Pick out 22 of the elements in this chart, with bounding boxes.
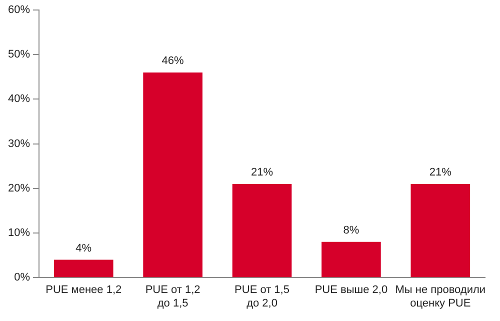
- x-tick-label: PUE от 1,5 до 2,0: [234, 284, 290, 310]
- x-tick-label: PUE от 1,2 до 1,5: [145, 284, 200, 310]
- bar: [322, 242, 381, 278]
- x-tick-label: PUE выше 2,0: [314, 284, 388, 296]
- y-tick-label: 60%: [8, 4, 30, 16]
- data-label: 4%: [76, 242, 92, 254]
- y-tick-label: 0%: [14, 272, 30, 284]
- bar: [143, 72, 202, 278]
- y-tick-label: 20%: [8, 182, 30, 194]
- bar: [54, 260, 114, 278]
- bar: [232, 184, 292, 278]
- y-tick-label: 40%: [8, 93, 30, 106]
- x-tick-label: PUE менее 1,2: [46, 284, 122, 296]
- data-label: 8%: [343, 224, 360, 236]
- y-tick-label: 50%: [8, 48, 30, 61]
- data-label: 21%: [429, 166, 452, 178]
- bar: [410, 184, 470, 278]
- x-tick-label: Мы не проводили оценку PUE: [395, 284, 486, 310]
- data-label: 46%: [162, 54, 184, 67]
- y-tick-label: 10%: [8, 227, 30, 240]
- data-label: 21%: [250, 166, 274, 178]
- y-tick-label: 30%: [8, 138, 30, 150]
